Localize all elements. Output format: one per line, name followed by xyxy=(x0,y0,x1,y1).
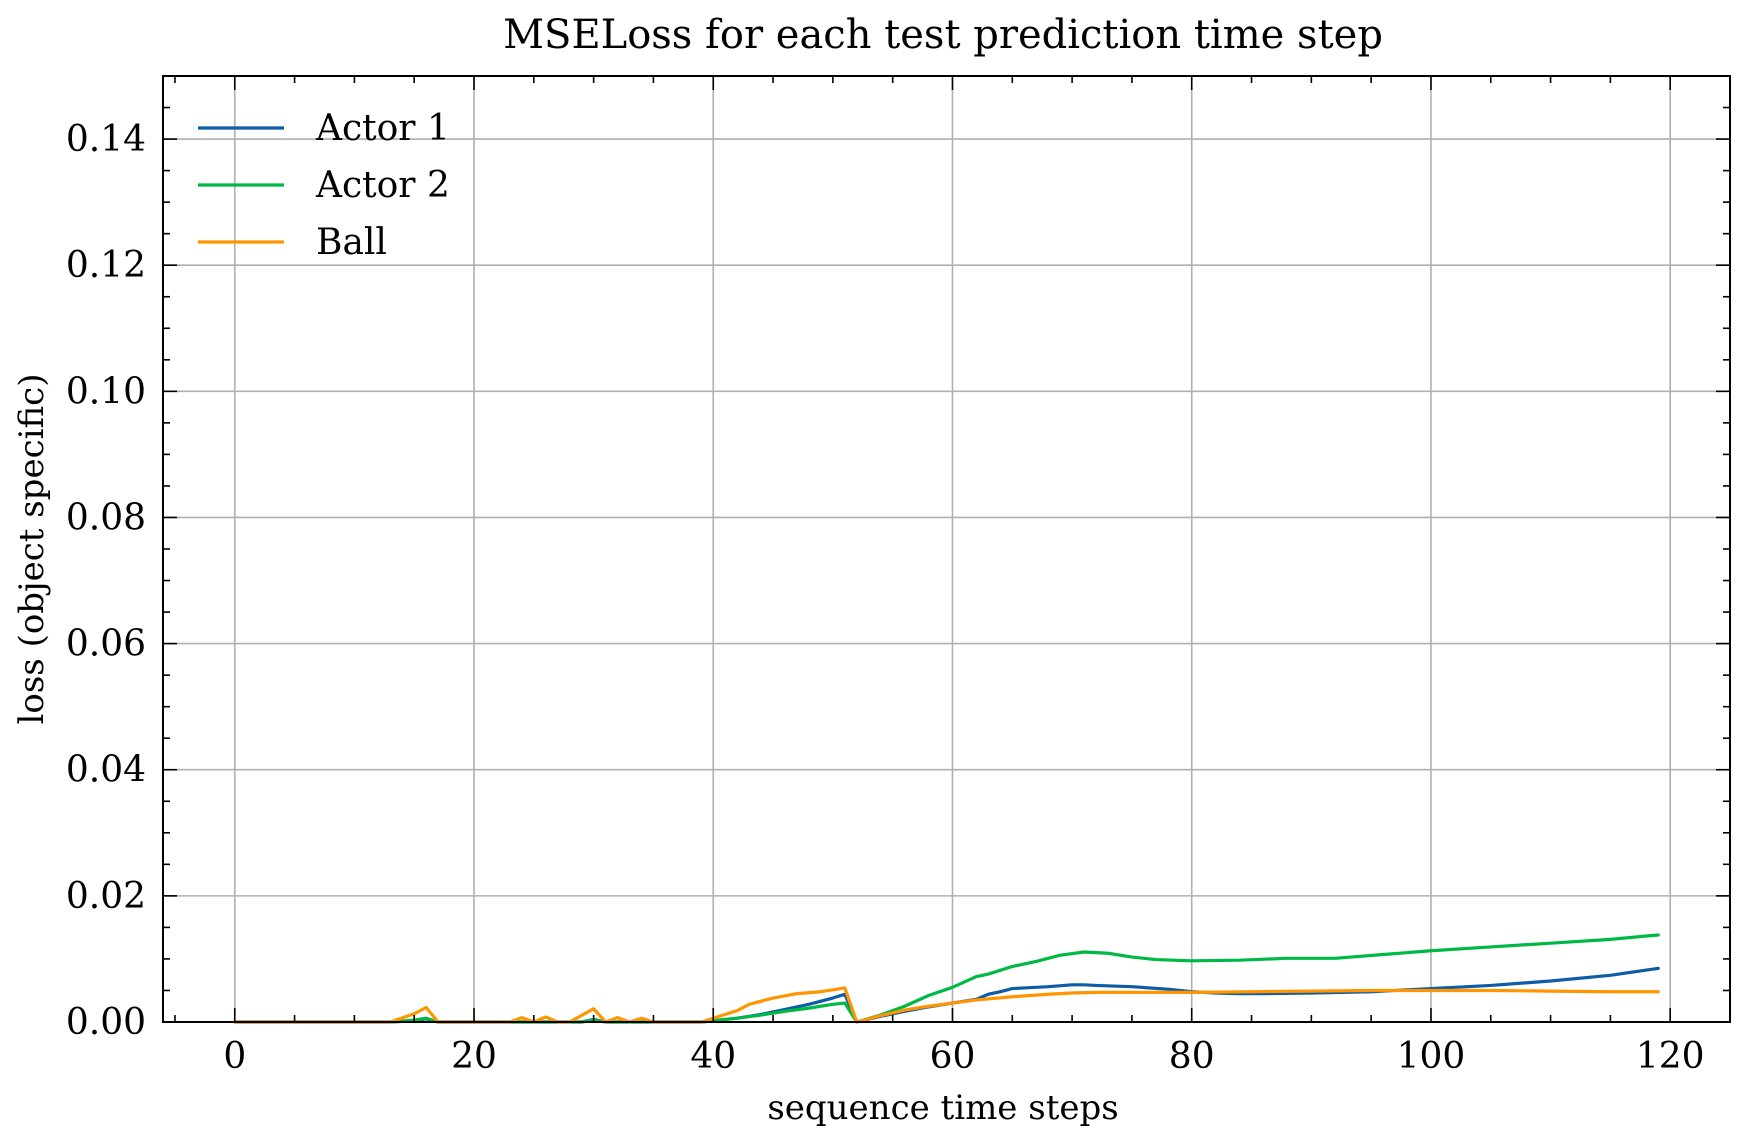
x-tick-labels: 0 20 40 60 80 100 120 xyxy=(223,1036,1704,1077)
x-tick-label: 120 xyxy=(1636,1036,1705,1077)
y-tick-label: 0.10 xyxy=(66,371,146,412)
y-tick-label: 0.04 xyxy=(66,750,146,791)
y-tick-label: 0.06 xyxy=(66,624,146,665)
y-tick-label: 0.00 xyxy=(66,1002,146,1043)
y-tick-label: 0.08 xyxy=(66,497,146,538)
y-tick-labels: 0.00 0.02 0.04 0.06 0.08 0.10 0.12 0.14 xyxy=(66,119,146,1043)
chart-title: MSELoss for each test prediction time st… xyxy=(503,12,1383,58)
y-axis-label: loss (object specific) xyxy=(12,374,52,725)
axis-ticks xyxy=(163,75,1731,1023)
legend: Actor 1 Actor 2 Ball xyxy=(198,108,450,263)
series-line-ball xyxy=(233,986,1660,1024)
y-tick-label: 0.12 xyxy=(66,245,146,286)
x-tick-label: 60 xyxy=(930,1036,976,1077)
series-lines xyxy=(233,933,1660,1024)
x-axis-label: sequence time steps xyxy=(767,1088,1118,1128)
y-tick-label: 0.14 xyxy=(66,119,146,160)
y-tick-label: 0.02 xyxy=(66,876,146,917)
x-tick-label: 20 xyxy=(451,1036,497,1077)
x-tick-label: 100 xyxy=(1397,1036,1466,1077)
series-line-actor-2 xyxy=(233,933,1660,1024)
legend-label-actor-1: Actor 1 xyxy=(315,108,450,149)
x-tick-label: 40 xyxy=(690,1036,736,1077)
legend-label-ball: Ball xyxy=(316,222,387,263)
legend-label-actor-2: Actor 2 xyxy=(315,165,450,206)
series-line-actor-1 xyxy=(233,966,1660,1024)
grid xyxy=(163,76,1730,1023)
plot-frame xyxy=(162,75,1731,1023)
x-tick-label: 0 xyxy=(223,1036,246,1077)
x-tick-label: 80 xyxy=(1169,1036,1215,1077)
